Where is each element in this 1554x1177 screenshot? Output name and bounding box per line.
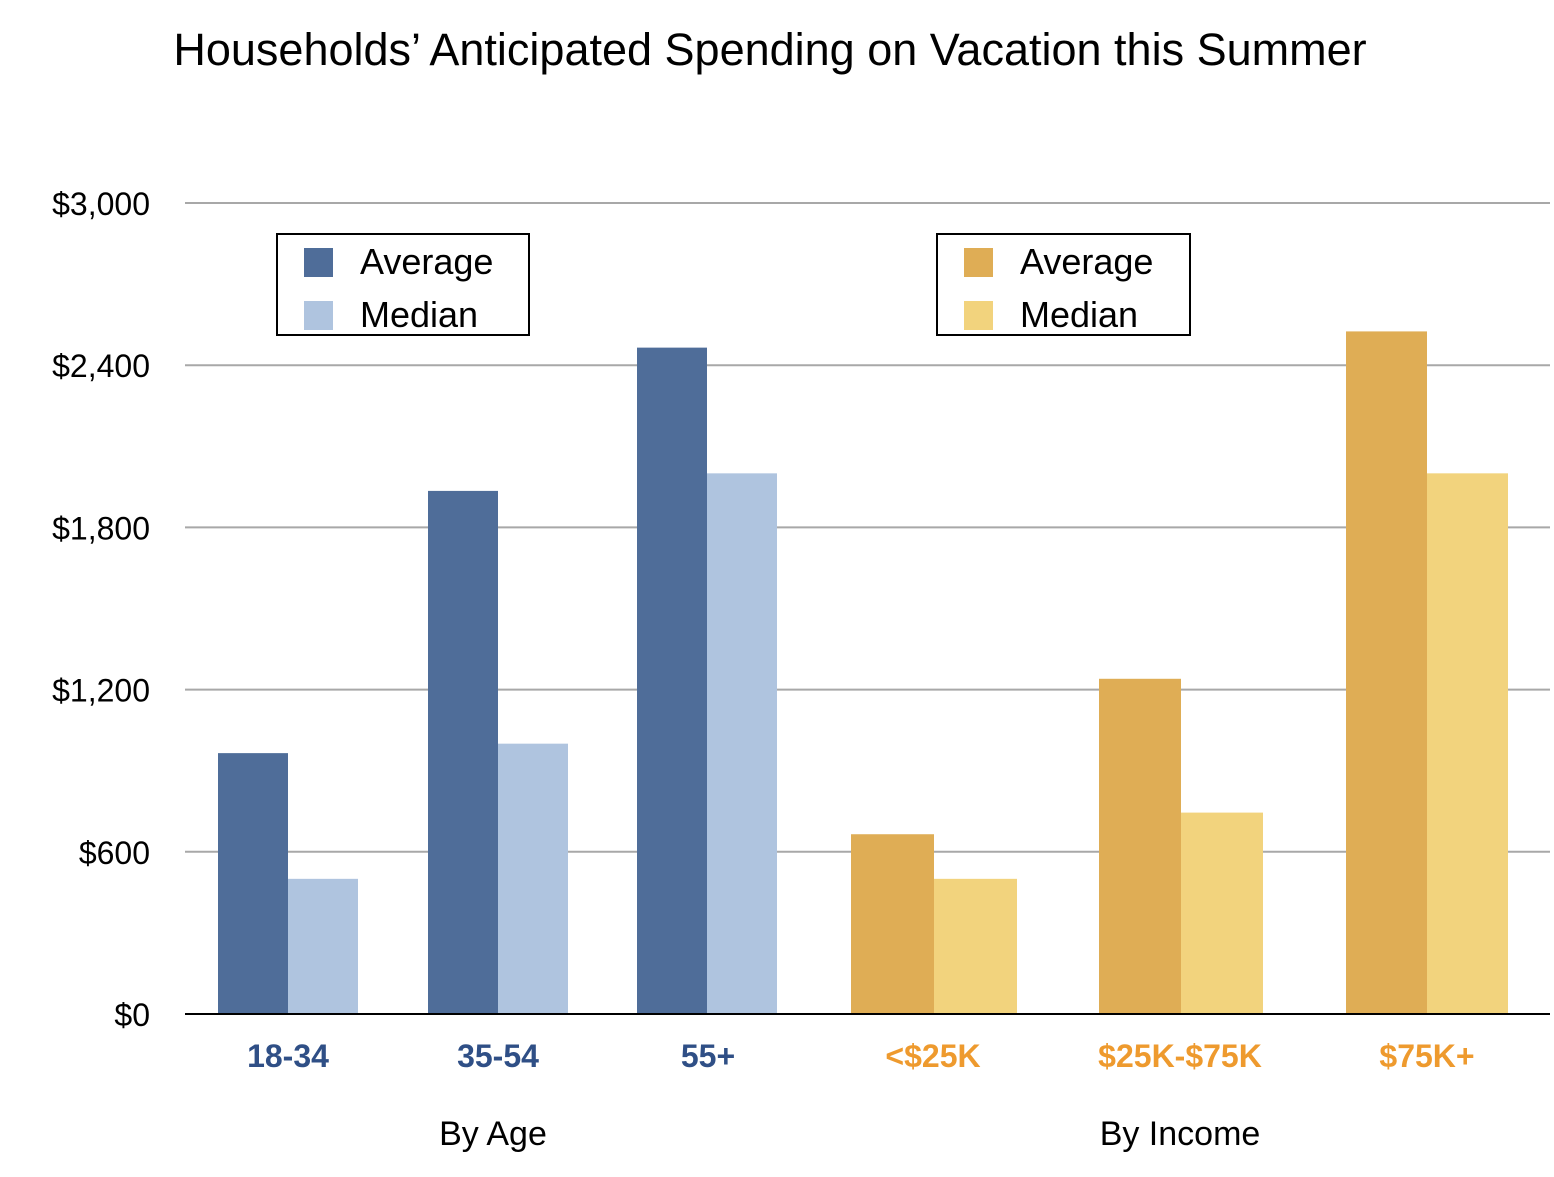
legend-swatch [964,248,993,277]
y-tick-label: $1,200 [52,673,150,709]
legend-label: Average [1020,241,1153,282]
bar-median [498,743,568,1014]
x-tick-label: $25K-$75K [1098,1038,1262,1074]
bar-average [637,347,707,1015]
y-axis: $0 $600 $1,200 $1,800 $2,400 $3,000 [52,186,150,1033]
bar-average [218,753,288,1014]
bars [218,331,1508,1015]
bar-median [707,473,777,1014]
bar-median [1181,812,1263,1014]
legend-label: Median [360,294,478,335]
bar-median [288,878,358,1014]
bar-median [934,878,1017,1014]
legend-label: Average [360,241,493,282]
y-tick-label: $2,400 [52,348,150,384]
y-tick-label: $600 [79,835,150,871]
bar-average [428,490,498,1014]
legend-swatch [304,301,333,330]
gridlines [185,202,1550,853]
bar-median [1427,473,1508,1014]
x-tick-label: 18-34 [247,1038,329,1074]
legend: Average Median [276,233,530,336]
legend: Average Median [936,233,1191,336]
chart-title: Households’ Anticipated Spending on Vaca… [173,24,1367,75]
group-label: By Age [439,1115,547,1153]
x-tick-label: <$25K [885,1038,980,1074]
legend-label: Median [1020,294,1138,335]
legend-swatch [304,248,333,277]
x-tick-label: $75K+ [1379,1038,1474,1074]
x-tick-label: 35-54 [457,1038,539,1074]
y-tick-label: $3,000 [52,186,150,222]
bar-average [1346,331,1427,1014]
bar-average [1099,678,1181,1014]
bar-average [851,834,934,1014]
legend-swatch [964,301,993,330]
legends: Average Median Average Median [276,233,1191,336]
x-tick-label: 55+ [681,1038,735,1074]
y-tick-label: $1,800 [52,510,150,546]
y-tick-label: $0 [114,997,150,1033]
group-label: By Income [1100,1115,1261,1153]
x-axis: 18-34 35-54 55+ By Age <$25K $25K-$75K $75K+ By… [185,1013,1550,1153]
